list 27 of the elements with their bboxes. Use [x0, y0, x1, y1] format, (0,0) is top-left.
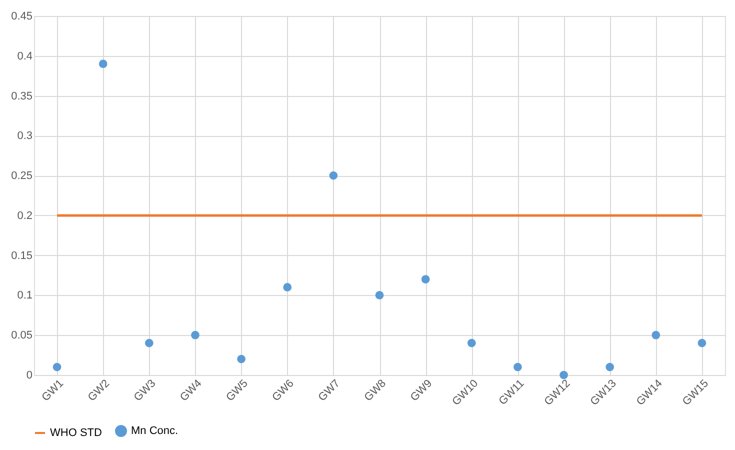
- point: [606, 362, 614, 372]
- point: [283, 283, 292, 292]
- y-tick-label: 0.2: [17, 210, 32, 222]
- y-tick-label: 0.35: [11, 90, 32, 102]
- point: [375, 291, 384, 300]
- point: [191, 330, 200, 340]
- y-tick-label: 0.25: [11, 170, 32, 182]
- legend-label: WHO STD: [50, 427, 102, 439]
- point: [144, 338, 154, 348]
- y-tick-label: 0.05: [11, 330, 32, 342]
- point: [652, 330, 660, 340]
- point: [467, 338, 476, 348]
- point: [698, 338, 706, 348]
- y-tick-label: 0: [26, 370, 32, 382]
- y-tick-label: 0.15: [11, 250, 32, 262]
- point: [560, 370, 568, 380]
- point: [514, 362, 522, 372]
- point: [237, 354, 246, 364]
- point: [52, 362, 62, 372]
- y-tick-label: 0.3: [17, 130, 32, 142]
- y-tick-label: 0.4: [17, 50, 32, 62]
- point: [98, 60, 108, 68]
- y-tick-label: 0.1: [17, 290, 32, 302]
- legend-label: Mn Conc.: [131, 425, 178, 437]
- point: [329, 171, 338, 180]
- point: [421, 275, 430, 284]
- y-tick-label: 0.45: [11, 10, 32, 22]
